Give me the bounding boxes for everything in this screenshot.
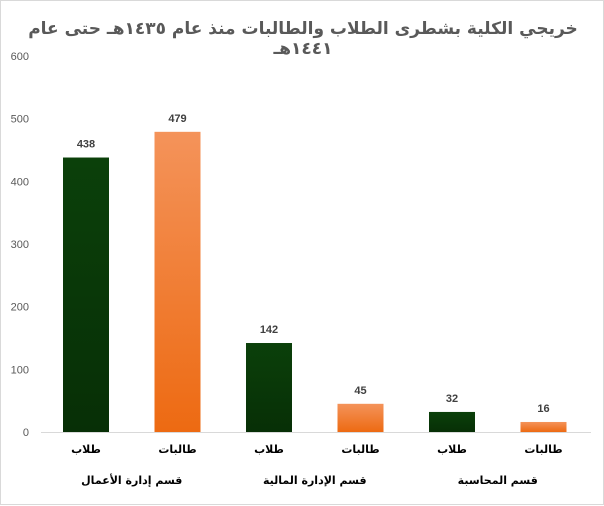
bar-male (63, 157, 109, 432)
y-tick-label: 400 (11, 176, 29, 188)
y-tick-label: 300 (11, 239, 29, 251)
category-label: طالبات (158, 443, 196, 456)
bar-value-label: 142 (260, 324, 278, 336)
group-label: قسم المحاسبة (458, 474, 538, 487)
chart-title-line-2: ١٤٤١هـ (272, 39, 332, 59)
bar-value-label: 438 (77, 139, 95, 151)
group-label: قسم إدارة الأعمال (81, 473, 182, 487)
y-tick-label: 600 (11, 51, 29, 63)
y-axis: 0 100 200 300 400 500 600 (11, 51, 591, 439)
bar-female (337, 403, 384, 432)
bar-male (246, 343, 292, 432)
group-labels: قسم إدارة الأعمال قسم الإدارة المالية قسم … (81, 473, 538, 487)
bar-series: 438 479 142 45 32 16 (63, 113, 567, 432)
bar-value-label: 32 (446, 393, 458, 405)
group-label: قسم الإدارة المالية (263, 474, 367, 487)
y-tick-label: 0 (23, 427, 29, 439)
chart-title-line-1: خريجي الكلية بشطرى الطلاب والطالبات منذ … (28, 19, 578, 39)
y-tick-label: 500 (11, 114, 29, 126)
category-label: طالبات (524, 443, 562, 456)
bar-value-label: 16 (537, 403, 549, 415)
category-label: طلاب (437, 443, 467, 456)
bar-female (154, 131, 201, 432)
y-tick-label: 200 (11, 302, 29, 314)
bar-male (429, 411, 475, 432)
bar-female (520, 421, 567, 432)
y-tick-label: 100 (11, 364, 29, 376)
category-label: طلاب (254, 443, 284, 456)
category-labels: طلاب طالبات طلاب طالبات طلاب طالبات (71, 443, 563, 456)
category-label: طالبات (341, 443, 379, 456)
bar-value-label: 45 (354, 385, 366, 397)
category-label: طلاب (71, 443, 101, 456)
bar-value-label: 479 (168, 113, 186, 125)
